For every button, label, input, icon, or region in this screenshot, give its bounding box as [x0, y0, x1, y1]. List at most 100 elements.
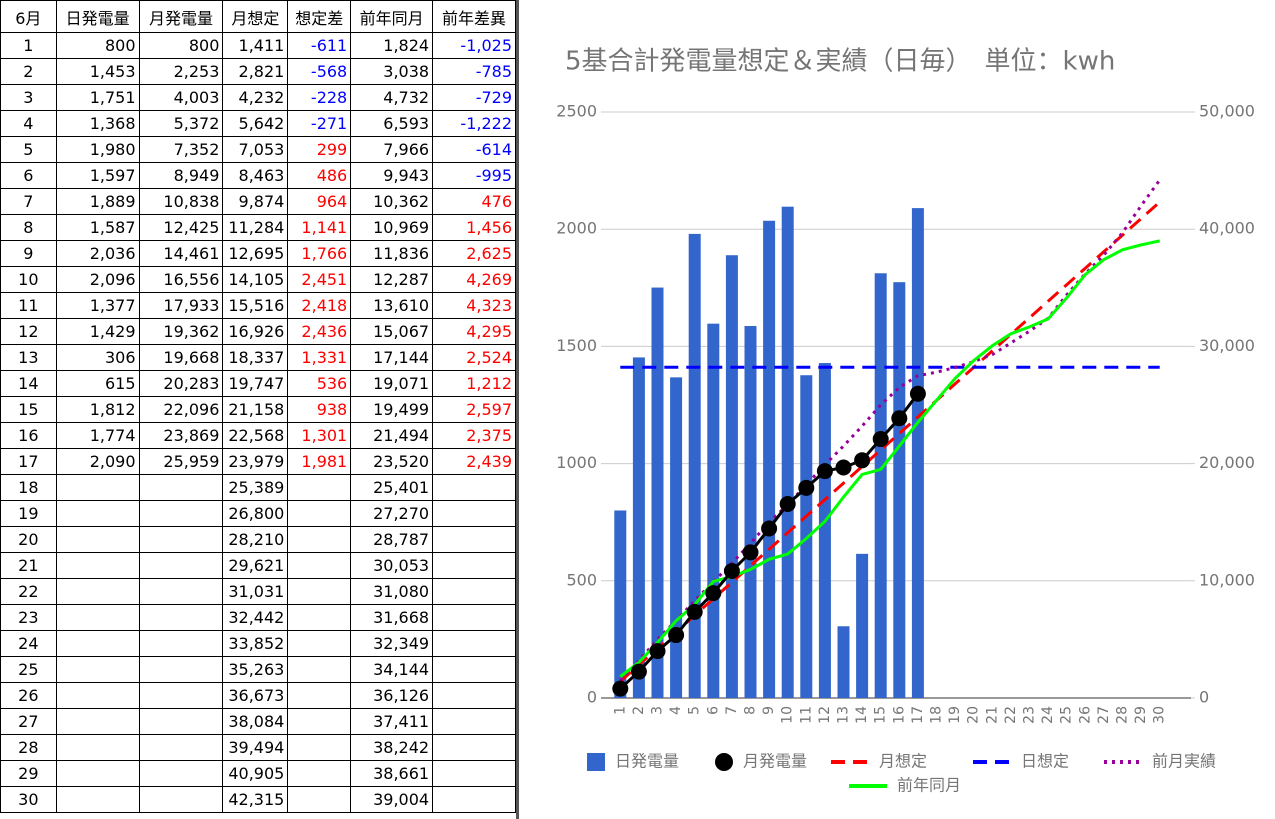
y2-tick-label: 0 [1199, 688, 1209, 707]
table-row: 26 36,673 36,126 [0, 682, 516, 709]
marker [816, 463, 833, 480]
table-cell [138, 500, 224, 527]
table-cell: 26,800 [222, 500, 289, 527]
x-tick-label: 11 [798, 706, 814, 724]
table-cell: 21,494 [350, 422, 434, 449]
table-cell: 1,774 [55, 422, 140, 449]
bar [651, 287, 664, 698]
table-cell: 19,071 [350, 370, 434, 397]
table-cell [138, 682, 224, 709]
bar [856, 553, 869, 698]
data-table: 6月 日発電量 月発電量 月想定 想定差 前年同月 前年差異 1 800 800 1,411 -61… [0, 0, 516, 813]
table-row: 2 1,453 2,253 2,821 -568 3,038 -785 [0, 58, 516, 85]
x-tick-label: 18 [929, 706, 945, 724]
bar [632, 357, 645, 698]
table-cell: 9,943 [350, 162, 434, 189]
table-cell [432, 786, 516, 813]
table-cell [287, 526, 352, 553]
table-cell: 39,004 [350, 786, 434, 813]
table-cell: 1,751 [55, 84, 140, 111]
table-cell: 23,520 [350, 448, 434, 475]
table-cell: 20 [0, 526, 57, 553]
table-cell [138, 708, 224, 735]
table-row: 13 306 19,668 18,337 1,331 17,144 2,524 [0, 344, 516, 371]
table-cell [287, 708, 352, 735]
table-cell: 12 [0, 318, 57, 345]
table-cell: 29,621 [222, 552, 289, 579]
table-cell: 9 [0, 240, 57, 267]
legend-label: 日発電量 [615, 752, 679, 771]
marker [854, 452, 871, 469]
table-cell: 21,158 [222, 396, 289, 423]
column-header: 日発電量 [55, 0, 140, 33]
table-cell: 2,821 [222, 58, 289, 85]
y2-tick-label: 50,000 [1199, 102, 1255, 121]
table-cell: 19,747 [222, 370, 289, 397]
x-tick-label: 30 [1152, 706, 1168, 724]
table-cell: 16,556 [138, 266, 224, 293]
table-row: 12 1,429 19,362 16,926 2,436 15,067 4,295 [0, 318, 516, 345]
table-cell [287, 578, 352, 605]
marker [705, 585, 722, 602]
legend-swatch [587, 753, 605, 771]
y-tick-label: 2000 [556, 219, 597, 238]
table-cell: 17 [0, 448, 57, 475]
table-cell: 31,668 [350, 604, 434, 631]
table-cell: 14 [0, 370, 57, 397]
table-cell: 32,349 [350, 630, 434, 657]
bar [837, 626, 850, 698]
table-cell [287, 786, 352, 813]
bar [744, 326, 757, 698]
table-cell: 6 [0, 162, 57, 189]
column-header: 前年同月 [350, 0, 434, 33]
table-cell [55, 656, 140, 683]
y-tick-label: 0 [587, 688, 597, 707]
table-cell: 8 [0, 214, 57, 241]
chart: 5基合計発電量想定＆実績（日毎） 単位：kwh 0 500 1000 1500 2000… [556, 47, 1255, 795]
x-tick-label: 12 [817, 706, 833, 724]
table-cell: 1,453 [55, 58, 140, 85]
table-cell: 800 [138, 32, 224, 59]
table-row: 11 1,377 17,933 15,516 2,418 13,610 4,323 [0, 292, 516, 319]
table-cell: 14,105 [222, 266, 289, 293]
table-cell: 4,732 [350, 84, 434, 111]
table-cell: 25 [0, 656, 57, 683]
line [619, 200, 1161, 683]
table-cell [55, 500, 140, 527]
table-cell [432, 760, 516, 787]
table-cell: 1,981 [287, 448, 352, 475]
table-cell: 1,889 [55, 188, 140, 215]
line [619, 239, 1161, 678]
table-cell: 31,080 [350, 578, 434, 605]
table-cell: 1,587 [55, 214, 140, 241]
table-cell: 10 [0, 266, 57, 293]
table-row: 15 1,812 22,096 21,158 938 19,499 2,597 [0, 396, 516, 423]
bar [893, 282, 906, 698]
table-cell: 19,362 [138, 318, 224, 345]
x-tick-label: 16 [891, 706, 907, 724]
table-cell: 29 [0, 760, 57, 787]
table-cell: 14,461 [138, 240, 224, 267]
x-tick-label: 20 [966, 706, 982, 724]
table-cell: 1,766 [287, 240, 352, 267]
table-cell [55, 604, 140, 631]
table-cell [287, 682, 352, 709]
table-cell: 1 [0, 32, 57, 59]
table-cell: 33,852 [222, 630, 289, 657]
marker [630, 663, 647, 680]
table-row: 29 40,905 38,661 [0, 760, 516, 787]
table-cell: 26 [0, 682, 57, 709]
table-cell: 15,516 [222, 292, 289, 319]
y-tick-label: 500 [566, 570, 597, 589]
table-row: 4 1,368 5,372 5,642 -271 6,593 -1,222 [0, 110, 516, 137]
x-tick-label: 3 [650, 706, 666, 715]
table-cell: 16,926 [222, 318, 289, 345]
table-cell [55, 526, 140, 553]
table-cell [432, 526, 516, 553]
table-row: 10 2,096 16,556 14,105 2,451 12,287 4,269 [0, 266, 516, 293]
table-cell: 2 [0, 58, 57, 85]
table-cell: 11,284 [222, 214, 289, 241]
bar [781, 206, 794, 698]
table-cell: 8,949 [138, 162, 224, 189]
